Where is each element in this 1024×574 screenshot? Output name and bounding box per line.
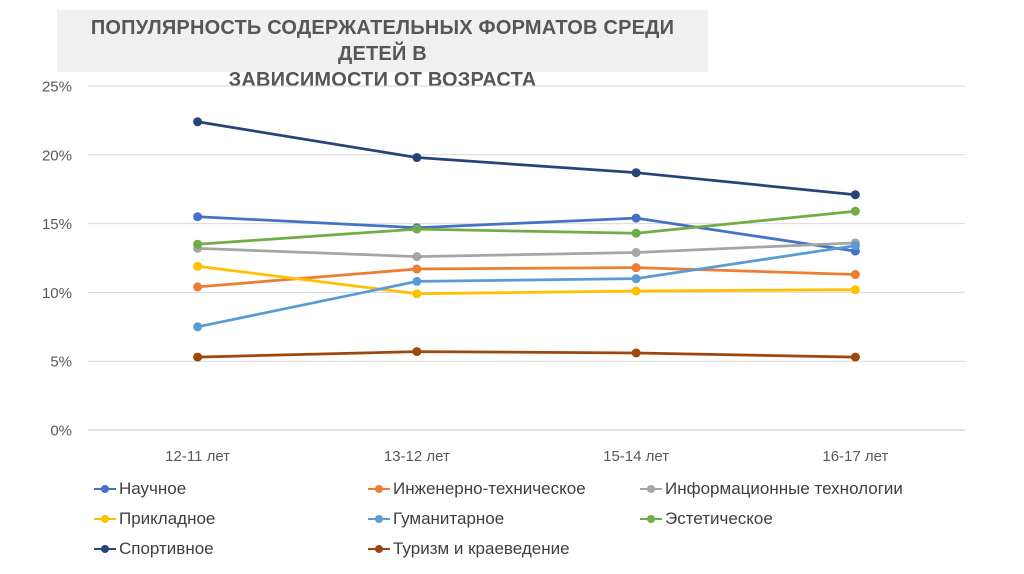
data-point-marker: [412, 264, 422, 274]
legend-item: Спортивное: [94, 539, 368, 559]
data-point-marker: [193, 117, 203, 127]
x-axis-tick-label: 12-11 лет: [165, 448, 230, 465]
y-axis-tick-label: 5%: [50, 354, 72, 371]
data-point-marker: [850, 285, 860, 295]
legend-marker: [368, 514, 390, 524]
legend-item-label: Информационные технологии: [665, 479, 903, 498]
legend-marker: [94, 544, 116, 554]
legend-marker: [640, 484, 662, 494]
data-point-marker: [193, 261, 203, 271]
y-axis-tick-label: 25%: [42, 79, 72, 96]
legend-item-label: Туризм и краеведение: [393, 539, 570, 558]
data-point-marker: [631, 348, 641, 358]
legend-item-label: Спортивное: [119, 539, 214, 558]
series-line-group: [193, 241, 860, 332]
data-point-marker: [412, 276, 422, 286]
series-line: [196, 241, 857, 258]
series-line: [196, 215, 857, 253]
series-line-group: [193, 206, 860, 249]
chart-title: ПОПУЛЯРНОСТЬ СОДЕРЖАТЕЛЬНЫХ ФОРМАТОВ СРЕ…: [57, 10, 708, 91]
legend-item: Прикладное: [94, 509, 368, 529]
legend-item-label: Прикладное: [119, 509, 216, 528]
data-point-marker: [412, 153, 422, 163]
y-axis-tick-label: 15%: [42, 216, 72, 233]
legend-marker: [94, 484, 116, 494]
data-point-marker: [631, 263, 641, 273]
legend-item: Эстетическое: [640, 509, 1000, 529]
legend-marker: [640, 514, 662, 524]
legend-item-label: Эстетическое: [665, 509, 773, 528]
data-point-marker: [193, 322, 203, 332]
series-line: [196, 209, 857, 246]
data-point-marker: [193, 212, 203, 222]
x-axis-tick-label: 16-17 лет: [822, 448, 888, 465]
y-axis-tick-label: 0%: [50, 423, 72, 440]
legend-marker: [94, 514, 116, 524]
legend-item: Туризм и краеведение: [368, 539, 640, 559]
series-line: [196, 264, 857, 296]
x-axis-tick-label: 13-12 лет: [384, 448, 450, 465]
legend-marker: [368, 544, 390, 554]
series-line-group: [193, 212, 860, 256]
series-line-group: [193, 261, 860, 299]
data-point-marker: [631, 168, 641, 178]
legend-item: Информационные технологии: [640, 479, 1000, 499]
series-line-group: [193, 238, 860, 262]
series-line-group: [193, 263, 860, 292]
data-point-marker: [193, 352, 203, 362]
data-point-marker: [631, 247, 641, 257]
chart-title-line: ПОПУЛЯРНОСТЬ СОДЕРЖАТЕЛЬНЫХ ФОРМАТОВ СРЕ…: [90, 17, 675, 65]
legend: Научное Инженерно-техническое Информационн…: [94, 474, 1000, 564]
data-point-marker: [412, 347, 422, 357]
series-line: [196, 120, 857, 197]
legend-item: Инженерно-техническое: [368, 479, 640, 499]
data-point-marker: [193, 239, 203, 249]
series-line-group: [193, 347, 860, 362]
series-line-group: [193, 117, 860, 200]
legend-item-label: Научное: [119, 479, 187, 498]
data-point-marker: [412, 252, 422, 262]
data-point-marker: [850, 270, 860, 280]
legend-item-label: Инженерно-техническое: [393, 479, 586, 498]
data-point-marker: [193, 282, 203, 292]
legend-item-label: Гуманитарное: [393, 509, 505, 528]
data-point-marker: [412, 289, 422, 299]
data-point-marker: [850, 352, 860, 362]
data-point-marker: [631, 228, 641, 238]
series-line: [196, 244, 857, 329]
legend-marker: [368, 484, 390, 494]
series-line: [196, 350, 857, 359]
legend-item: Гуманитарное: [368, 509, 640, 529]
data-point-marker: [631, 274, 641, 284]
data-point-marker: [412, 224, 422, 234]
x-axis-tick-label: 15-14 лет: [603, 448, 669, 465]
data-point-marker: [850, 241, 860, 251]
data-point-marker: [631, 213, 641, 223]
data-point-marker: [850, 190, 860, 200]
data-point-marker: [850, 206, 860, 216]
legend-item: Научное: [94, 479, 368, 499]
y-axis-tick-label: 10%: [42, 285, 72, 302]
data-point-marker: [631, 286, 641, 296]
series-line: [196, 266, 857, 289]
y-axis-tick-label: 20%: [42, 147, 72, 164]
